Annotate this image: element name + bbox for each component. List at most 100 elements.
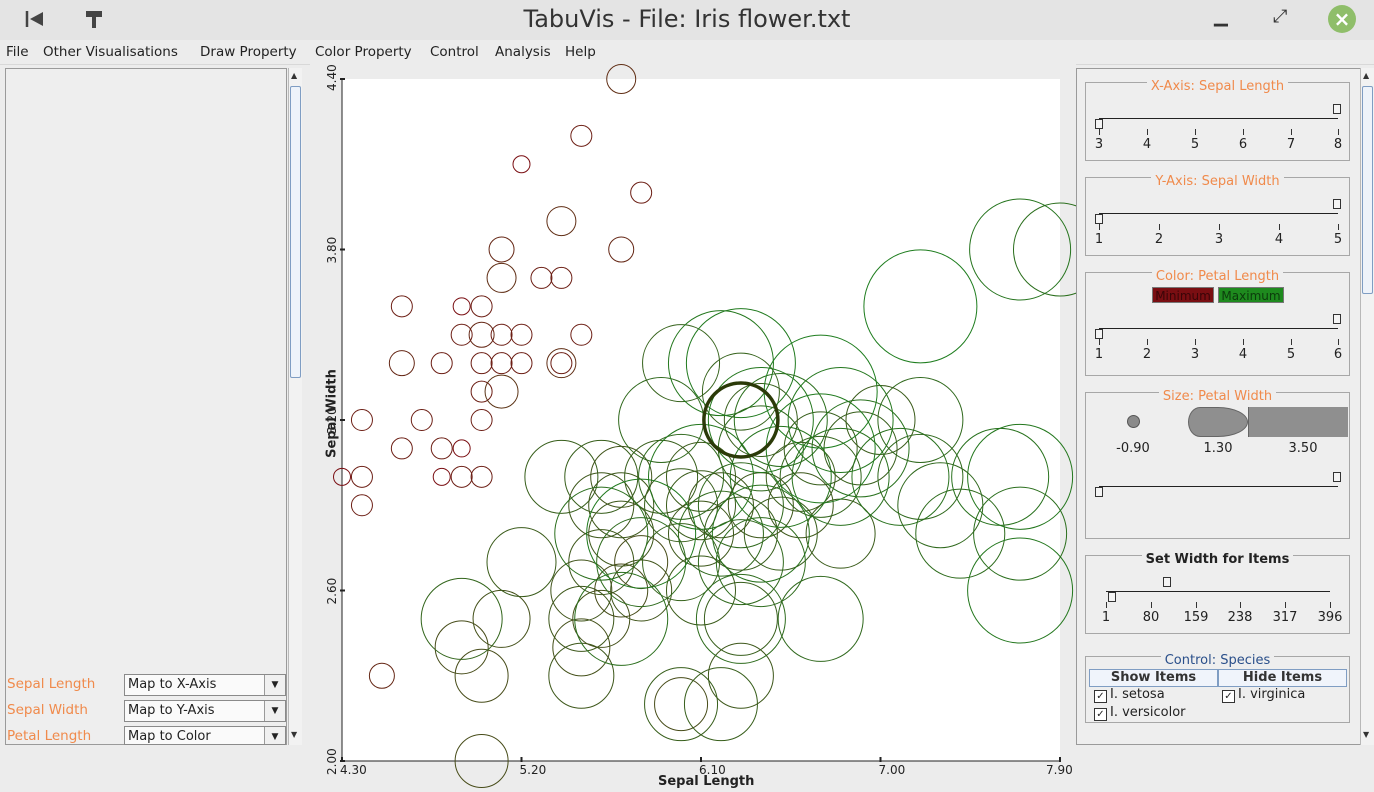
data-point[interactable] <box>550 559 613 622</box>
data-point[interactable] <box>432 467 451 486</box>
data-point[interactable] <box>470 409 493 431</box>
data-point[interactable] <box>707 642 774 709</box>
menu-other-visualisations[interactable]: Other Visualisations <box>43 44 178 60</box>
left-scroll-thumb[interactable] <box>290 86 301 378</box>
size-max-knob[interactable] <box>1333 472 1341 482</box>
data-point[interactable] <box>490 323 513 346</box>
data-point[interactable] <box>666 441 736 512</box>
color-max-knob[interactable] <box>1333 314 1341 324</box>
data-point[interactable] <box>554 486 649 581</box>
data-point[interactable] <box>791 427 890 526</box>
data-point[interactable] <box>677 490 764 577</box>
checkbox-check-icon[interactable]: ✓ <box>1094 690 1107 703</box>
data-point[interactable] <box>703 496 778 571</box>
dropdown-arrow-icon[interactable]: ▼ <box>264 727 285 744</box>
dropdown-arrow-icon[interactable]: ▼ <box>264 701 285 721</box>
data-point[interactable] <box>783 411 858 486</box>
scroll-down-icon[interactable]: ▼ <box>1363 730 1370 739</box>
data-point[interactable] <box>490 352 513 375</box>
data-point[interactable] <box>350 409 373 431</box>
data-point[interactable] <box>687 472 754 539</box>
data-point[interactable] <box>624 439 699 514</box>
data-point[interactable] <box>666 555 736 626</box>
data-point[interactable] <box>654 677 709 732</box>
x-axis-slider[interactable] <box>1099 118 1338 119</box>
data-point[interactable] <box>512 155 531 174</box>
data-point[interactable] <box>450 465 473 488</box>
highlighted-point[interactable] <box>702 381 780 459</box>
pin-icon[interactable] <box>24 8 48 30</box>
data-point[interactable] <box>524 439 599 514</box>
data-point[interactable] <box>434 620 489 675</box>
data-point[interactable] <box>767 472 834 539</box>
data-point[interactable] <box>390 437 413 460</box>
data-point[interactable] <box>350 465 373 488</box>
data-point[interactable] <box>430 352 453 375</box>
data-point[interactable] <box>510 323 533 346</box>
points-layer[interactable] <box>333 64 1107 788</box>
restore-icon[interactable]: ⤢ <box>1273 6 1288 27</box>
data-point[interactable] <box>550 352 573 375</box>
data-point[interactable] <box>667 310 774 417</box>
data-point[interactable] <box>486 527 557 598</box>
data-point[interactable] <box>568 529 635 596</box>
data-point[interactable] <box>568 472 635 539</box>
data-point[interactable] <box>668 500 734 567</box>
left-scrollbar[interactable]: ▲ ▼ <box>288 68 302 745</box>
data-point[interactable] <box>484 374 519 409</box>
menu-analysis[interactable]: Analysis <box>495 44 551 60</box>
data-point[interactable] <box>642 523 721 602</box>
y-axis-slider[interactable] <box>1099 213 1338 214</box>
data-point[interactable] <box>530 266 553 289</box>
close-icon[interactable]: × <box>1328 5 1356 33</box>
data-point[interactable] <box>697 462 784 549</box>
data-point[interactable] <box>695 573 786 664</box>
checkbox-check-icon[interactable]: ✓ <box>1222 690 1235 703</box>
y-axis-max-knob[interactable] <box>1333 199 1341 209</box>
data-point[interactable] <box>644 667 719 742</box>
data-point[interactable] <box>877 377 964 463</box>
data-point[interactable] <box>430 437 453 460</box>
data-point[interactable] <box>450 323 473 346</box>
data-point[interactable] <box>548 585 615 652</box>
dropdown-arrow-icon[interactable]: ▼ <box>264 675 285 695</box>
data-point[interactable] <box>630 181 653 204</box>
species-checkbox-setosa[interactable]: ✓ I. setosa <box>1094 687 1165 703</box>
data-point[interactable] <box>606 64 637 94</box>
data-point[interactable] <box>546 348 577 379</box>
scatter-plot-area[interactable]: 4.30 5.20 6.10 7.00 7.90 2.00 2.60 3.20 3.80 4.40 <box>310 64 1107 788</box>
data-point[interactable] <box>470 380 493 403</box>
data-point[interactable] <box>388 350 415 377</box>
menu-draw-property[interactable]: Draw Property <box>200 44 297 60</box>
data-point[interactable] <box>452 439 471 458</box>
checkbox-check-icon[interactable]: ✓ <box>1094 708 1107 721</box>
data-point[interactable] <box>390 295 413 318</box>
data-point[interactable] <box>586 478 697 589</box>
data-point[interactable] <box>863 249 978 364</box>
y-axis-min-knob[interactable] <box>1095 214 1103 224</box>
size-slider[interactable] <box>1099 486 1338 487</box>
size-min-knob[interactable] <box>1095 487 1103 497</box>
data-point[interactable] <box>410 409 433 431</box>
data-point[interactable] <box>333 467 351 486</box>
color-slider[interactable] <box>1099 328 1338 329</box>
data-point[interactable] <box>594 563 649 618</box>
right-scrollbar[interactable]: ▲ ▼ <box>1360 68 1374 745</box>
data-point[interactable] <box>777 575 864 662</box>
data-point[interactable] <box>610 559 673 622</box>
data-point[interactable] <box>697 519 784 606</box>
mapping-select-sepal-width[interactable]: Map to Y-Axis ▼ <box>124 700 286 722</box>
data-point[interactable] <box>915 488 1006 579</box>
data-point[interactable] <box>350 494 373 517</box>
data-point[interactable] <box>470 465 493 488</box>
x-axis-max-knob[interactable] <box>1333 104 1341 114</box>
hammer-icon[interactable] <box>82 8 106 30</box>
menu-file[interactable]: File <box>6 44 29 60</box>
scroll-up-icon[interactable]: ▲ <box>291 71 298 80</box>
menu-control[interactable]: Control <box>430 44 479 60</box>
minimize-icon[interactable]: ▁ <box>1214 6 1228 27</box>
mapping-select-petal-length[interactable]: Map to Color ▼ <box>124 726 286 745</box>
data-point[interactable] <box>486 262 517 293</box>
data-point[interactable] <box>368 662 395 689</box>
menu-color-property[interactable]: Color Property <box>315 44 412 60</box>
